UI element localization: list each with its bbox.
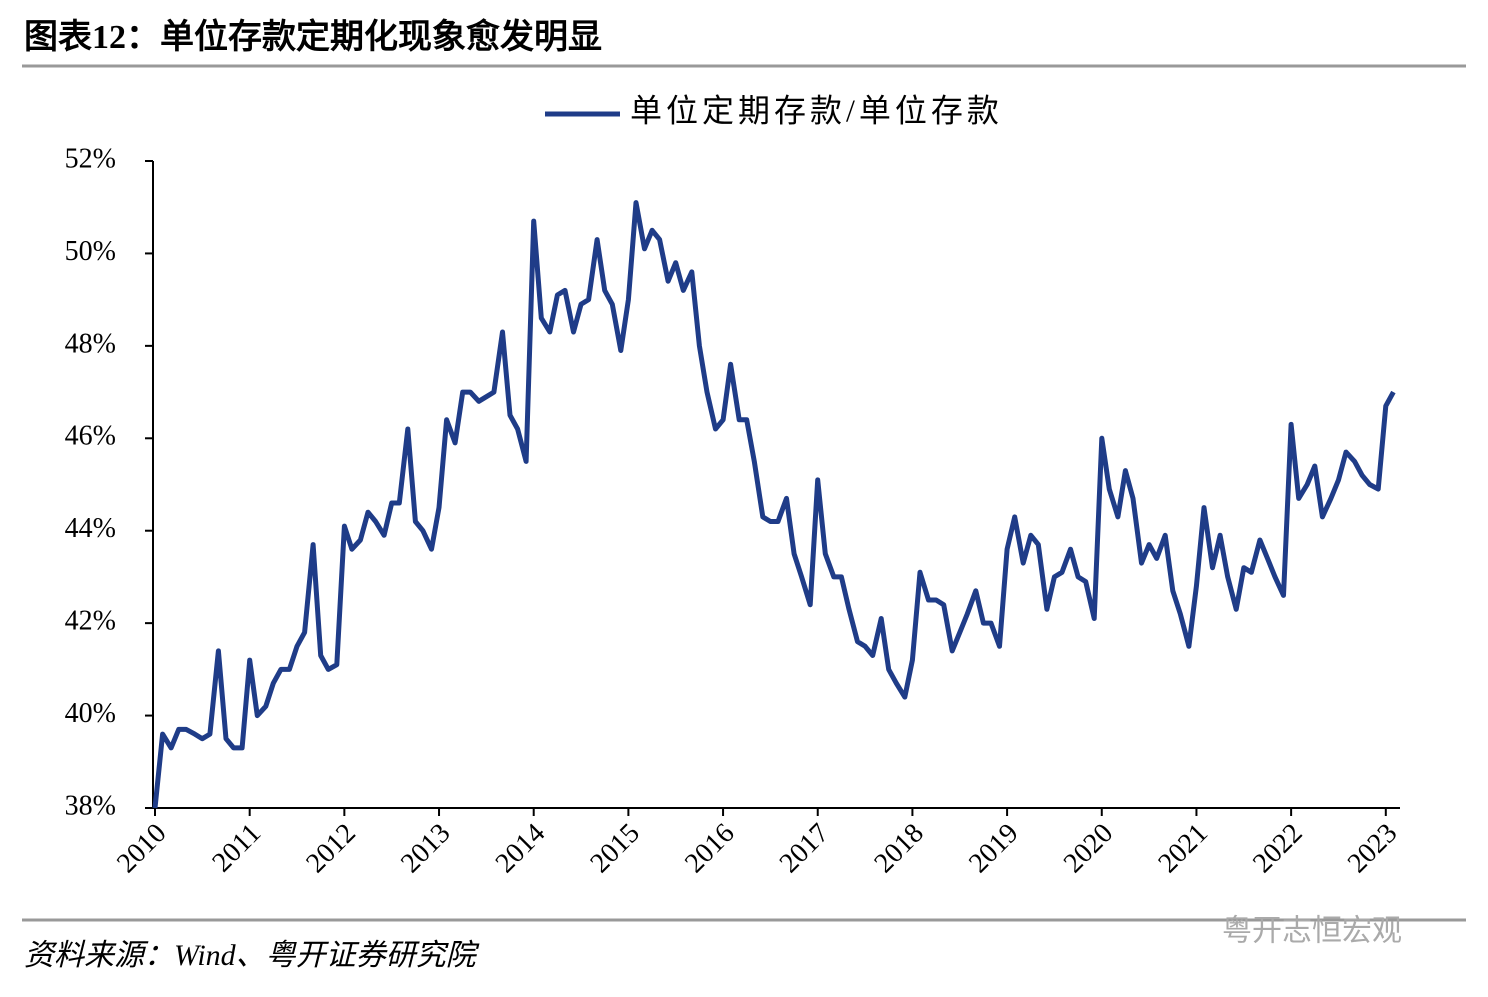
watermark: 粤开志恒宏观 bbox=[1222, 914, 1402, 949]
x-tick-label: 2015 bbox=[584, 818, 646, 880]
x-tick-label: 2016 bbox=[679, 818, 741, 880]
chart-title: 图表12：单位存款定期化现象愈发明显 bbox=[24, 17, 602, 56]
y-tick-label: 50% bbox=[65, 236, 116, 267]
x-tick-label: 2021 bbox=[1152, 818, 1214, 880]
x-tick-label: 2020 bbox=[1058, 818, 1120, 880]
x-tick-label: 2018 bbox=[868, 818, 930, 880]
x-tick-label: 2013 bbox=[395, 818, 457, 880]
x-tick-label: 2017 bbox=[774, 818, 836, 880]
y-tick-label: 42% bbox=[65, 606, 116, 637]
y-tick-label: 46% bbox=[65, 421, 116, 452]
x-tick-label: 2023 bbox=[1342, 818, 1404, 880]
y-tick-label: 44% bbox=[65, 513, 116, 544]
x-tick-label: 2012 bbox=[300, 818, 362, 880]
legend-label: 单位定期存款/单位存款 bbox=[630, 92, 1003, 128]
x-tick-label: 2010 bbox=[111, 818, 173, 880]
y-tick-label: 52% bbox=[65, 143, 116, 174]
y-tick-label: 40% bbox=[65, 698, 116, 729]
x-tick-label: 2011 bbox=[206, 818, 267, 879]
x-tick-label: 2019 bbox=[963, 818, 1025, 880]
y-tick-label: 38% bbox=[65, 790, 116, 821]
source-note: 资料来源：Wind、粤开证券研究院 bbox=[24, 939, 480, 972]
x-tick-label: 2022 bbox=[1247, 818, 1309, 880]
data-line bbox=[152, 200, 1396, 809]
x-tick-label: 2014 bbox=[490, 818, 552, 880]
y-tick-label: 48% bbox=[65, 328, 116, 359]
